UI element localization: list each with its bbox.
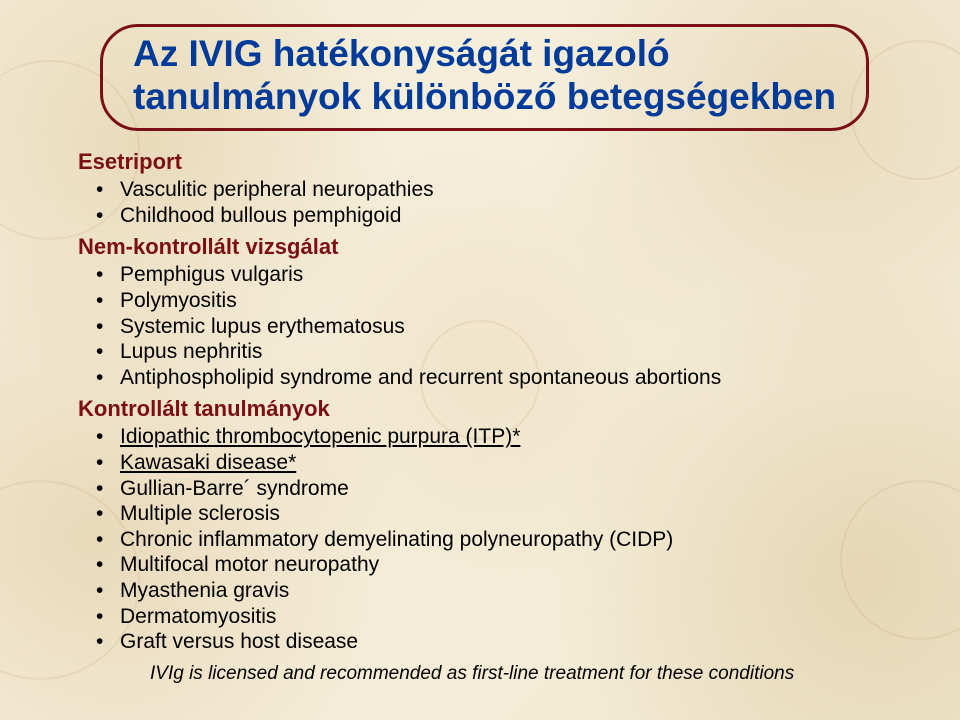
slide-content: Az IVIG hatékonyságát igazoló tanulmányo…	[0, 0, 960, 720]
list-item: Kawasaki disease*	[96, 450, 920, 476]
title-frame: Az IVIG hatékonyságát igazoló tanulmányo…	[100, 24, 869, 131]
list-item: Lupus nephritis	[96, 339, 920, 365]
list-item-text: Chronic inflammatory demyelinating polyn…	[120, 528, 673, 551]
list-item: Gullian-Barre´ syndrome	[96, 476, 920, 502]
list-item-text: Pemphigus vulgaris	[120, 263, 303, 286]
section-list: Pemphigus vulgaris Polymyositis Systemic l…	[96, 262, 920, 390]
list-item: Polymyositis	[96, 288, 920, 314]
list-item-text: Childhood bullous pemphigoid	[120, 204, 401, 227]
list-item: Idiopathic thrombocytopenic purpura (ITP…	[96, 424, 920, 450]
list-item-text: Gullian-Barre´ syndrome	[120, 477, 349, 500]
sections-container: EsetriportVasculitic peripheral neuropat…	[60, 149, 920, 655]
list-item: Vasculitic peripheral neuropathies	[96, 177, 920, 203]
list-item-text: Systemic lupus erythematosus	[120, 315, 405, 338]
title-line-1: Az IVIG hatékonyságát igazoló	[133, 33, 836, 76]
list-item-text: Multiple sclerosis	[120, 502, 280, 525]
list-item-text: Polymyositis	[120, 289, 237, 312]
list-item: Dermatomyositis	[96, 604, 920, 630]
list-item: Childhood bullous pemphigoid	[96, 203, 920, 229]
list-item: Multiple sclerosis	[96, 501, 920, 527]
list-item: Antiphospholipid syndrome and recurrent …	[96, 365, 920, 391]
list-item: Systemic lupus erythematosus	[96, 314, 920, 340]
list-item: Myasthenia gravis	[96, 578, 920, 604]
list-item-text: Dermatomyositis	[120, 605, 276, 628]
list-item-text: Idiopathic thrombocytopenic purpura (ITP…	[120, 425, 520, 448]
list-item: Pemphigus vulgaris	[96, 262, 920, 288]
list-item: Graft versus host disease	[96, 629, 920, 655]
list-item-text: Multifocal motor neuropathy	[120, 553, 379, 576]
list-item-text: Lupus nephritis	[120, 340, 262, 363]
section-list: Vasculitic peripheral neuropathies Childh…	[96, 177, 920, 228]
list-item-text: Graft versus host disease	[120, 630, 358, 653]
list-item-text: Myasthenia gravis	[120, 579, 289, 602]
title-line-2: tanulmányok különböző betegségekben	[133, 76, 836, 119]
list-item-text: Vasculitic peripheral neuropathies	[120, 178, 434, 201]
list-item-text: Kawasaki disease*	[120, 451, 296, 474]
section-list: Idiopathic thrombocytopenic purpura (ITP…	[96, 424, 920, 654]
section-heading: Nem-kontrollált vizsgálat	[78, 234, 920, 260]
list-item: Multifocal motor neuropathy	[96, 552, 920, 578]
list-item-text: Antiphospholipid syndrome and recurrent …	[120, 366, 721, 389]
list-item: Chronic inflammatory demyelinating polyn…	[96, 527, 920, 553]
footnote: IVIg is licensed and recommended as firs…	[150, 663, 920, 685]
section-heading: Esetriport	[78, 149, 920, 175]
section-heading: Kontrollált tanulmányok	[78, 396, 920, 422]
